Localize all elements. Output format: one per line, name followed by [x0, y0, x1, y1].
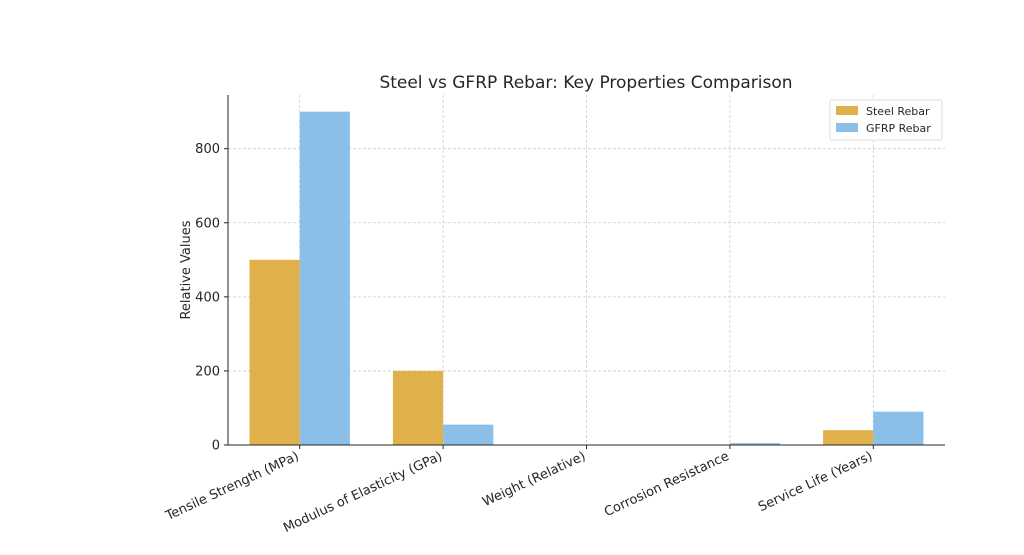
x-tick-label: Service Life (Years): [756, 449, 875, 515]
bar-gfrp-0: [299, 111, 350, 446]
bars: [249, 111, 924, 446]
y-axis-label: Relative Values: [179, 220, 194, 319]
x-tick-label: Corrosion Resistance: [602, 449, 732, 520]
bar-gfrp-4: [873, 411, 924, 445]
legend-label: Steel Rebar: [866, 105, 930, 118]
bar-gfrp-1: [443, 424, 494, 445]
bar-steel-0: [249, 259, 300, 445]
x-tick-label: Tensile Strength (MPa): [163, 449, 302, 524]
x-tick-label: Weight (Relative): [480, 449, 588, 510]
y-tick-label: 0: [212, 439, 220, 454]
y-tick-label: 400: [195, 290, 220, 305]
legend-swatch: [836, 106, 858, 115]
chart-title: Steel vs GFRP Rebar: Key Properties Comp…: [379, 73, 792, 93]
y-tick-label: 600: [195, 216, 220, 231]
y-tick-label: 200: [195, 364, 220, 379]
y-tick-label: 800: [195, 142, 220, 157]
legend-label: GFRP Rebar: [866, 122, 931, 135]
x-tick-label: Modulus of Elasticity (GPa): [281, 449, 445, 536]
legend: Steel Rebar GFRP Rebar: [829, 99, 943, 141]
bar-gfrp-3: [729, 443, 781, 445]
bar-steel-1: [392, 370, 444, 445]
bar-steel-4: [823, 430, 874, 445]
legend-swatch: [836, 123, 858, 132]
